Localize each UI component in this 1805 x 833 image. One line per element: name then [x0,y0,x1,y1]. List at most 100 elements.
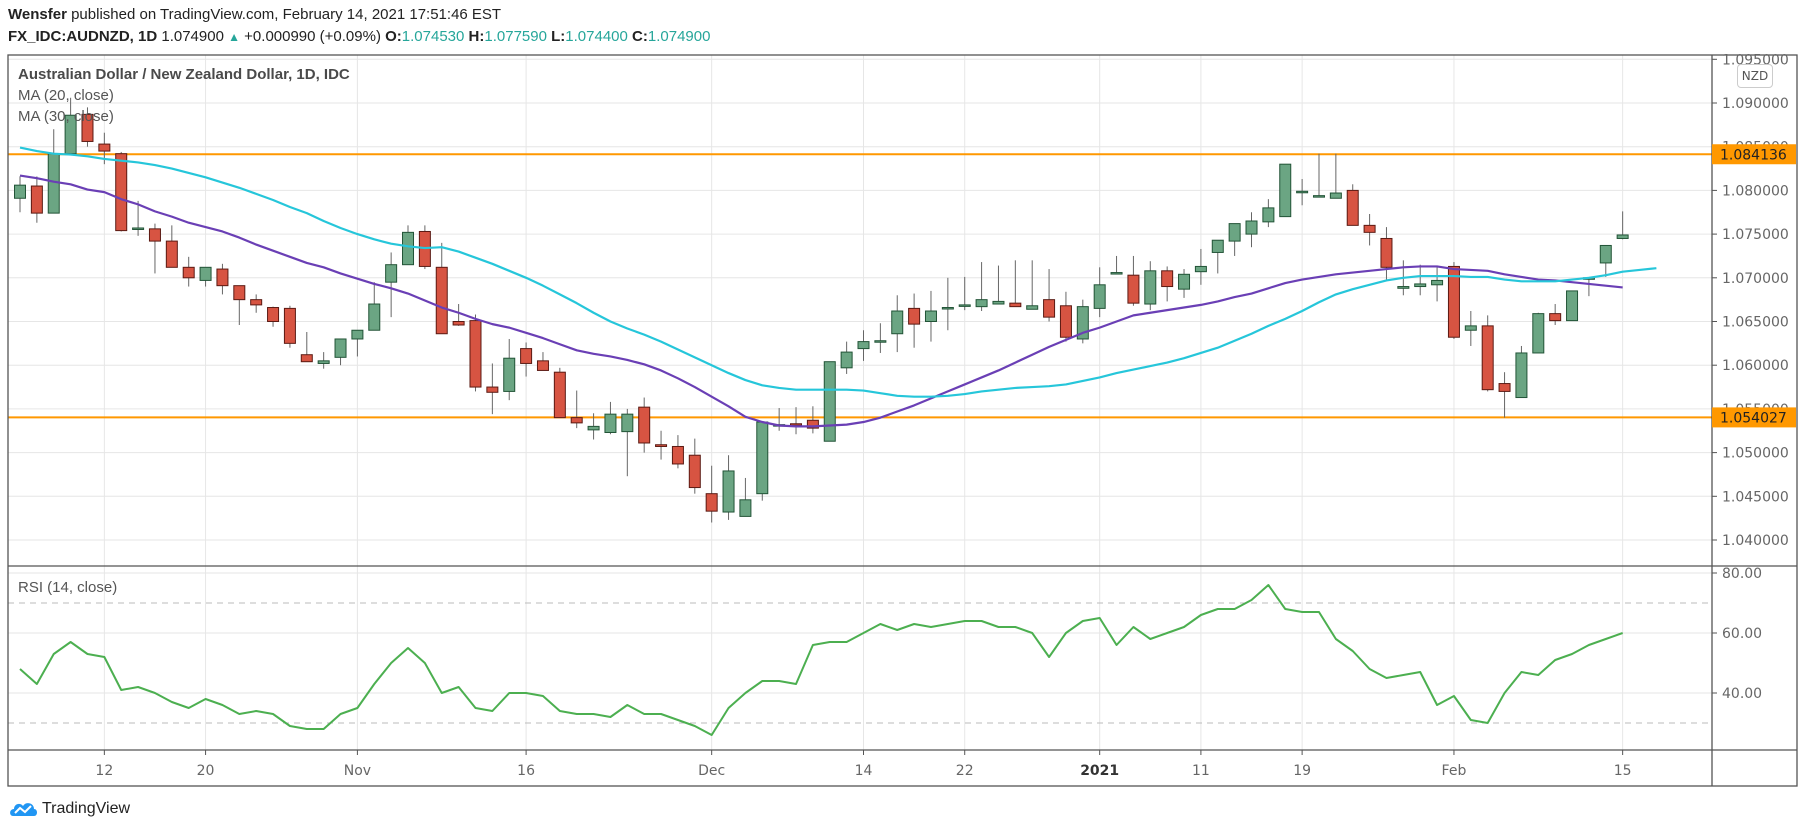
price-tick-label: 1.080000 [1722,183,1789,199]
candle [806,406,819,434]
candle [941,277,954,331]
candle [570,390,583,429]
candle-body [1245,220,1258,235]
candle-body [992,300,1005,305]
candle-body [1093,284,1106,309]
candle [216,263,229,295]
candle [30,176,43,223]
candle [722,455,735,520]
level-price-badge [1712,144,1796,165]
low-label: L: [551,28,566,45]
candle [182,256,195,287]
candle-body [975,299,988,308]
candle [1161,266,1174,302]
candle [402,225,415,266]
candle [1296,179,1309,206]
legend-ma20[interactable]: MA (20, close) [18,87,114,104]
candle-body [553,371,566,419]
candle [250,294,263,313]
time-axis[interactable]: 12 20 Nov 16 Dec 14 22 2021 11 19 Feb 15 [95,750,1632,779]
price-axis[interactable]: 1.0950001.0900001.0850001.0800001.075000… [1712,52,1796,549]
candle [317,352,330,369]
candle [452,304,465,326]
moving-averages [19,146,1657,428]
candle [115,151,128,232]
open-value: 1.074530 [401,28,465,45]
candle [1279,163,1292,218]
candle-body [941,307,954,310]
candle-body [722,470,735,513]
candle-body [1431,279,1444,286]
candle-body [1346,189,1359,226]
candle-body [1161,270,1174,288]
rsi-pane [8,584,1712,736]
candle-body [452,321,465,326]
candle [1076,299,1089,344]
candle-body [402,231,415,266]
candle-body [1009,302,1022,308]
candle-body [874,340,887,343]
candlestick-series [14,97,1629,523]
candle [1616,211,1629,240]
candle [47,129,60,214]
candle [1245,212,1258,248]
candle-body [1464,325,1477,331]
time-tick-label: 22 [956,763,974,779]
candle-body [823,361,836,442]
candle-body [182,266,195,279]
candle [1599,244,1612,277]
candle-body [486,386,499,393]
candle [604,401,617,435]
legend-ma30[interactable]: MA (30, close) [18,108,114,125]
grid-lines [8,55,1715,750]
candle [520,342,533,377]
candle [924,290,937,342]
candle-body [1329,192,1342,199]
candle [1043,269,1056,322]
price-tick-label: 1.040000 [1722,533,1789,549]
candle-body [924,310,937,322]
price-tick-label: 1.090000 [1722,96,1789,112]
candle-body [1312,195,1325,198]
legend-rsi[interactable]: RSI (14, close) [18,579,118,596]
time-tick-label: 14 [855,763,873,779]
tradingview-footer[interactable]: TradingView [10,800,130,818]
candle [705,465,718,523]
candle-body [503,357,516,392]
candle-body [351,329,364,340]
candle [1127,255,1140,306]
candle-body [47,153,60,214]
up-arrow-icon: ▲ [228,30,240,44]
candle-body [520,348,533,364]
candle [148,223,161,274]
candle [1481,315,1494,392]
symbol-info: FX_IDC:AUDNZD, 1D 1.074900 ▲ +0.000990 (… [8,28,710,45]
candle-body [1363,224,1376,233]
candle [267,306,280,327]
time-tick-label: 11 [1192,763,1210,779]
author-name[interactable]: Wensfer [8,6,67,23]
time-tick-label: Feb [1442,763,1467,779]
candle [435,242,448,335]
candle-body [1144,270,1157,305]
candle-body [81,113,94,142]
candle-body [368,303,381,331]
candle [1549,304,1562,325]
candle-body [1296,190,1309,194]
rsi-axis[interactable]: 80.00 60.00 40.00 [1712,566,1762,702]
candle [1262,199,1275,228]
price-tick-label: 1.050000 [1722,446,1789,462]
candle-body [283,307,296,344]
candle [14,176,26,213]
ma20-line [19,174,1623,428]
candle [975,262,988,312]
candle [1228,223,1241,256]
candle [790,407,803,435]
candle-body [688,454,701,489]
candle [1059,291,1072,342]
candle-body [1026,305,1039,310]
rsi-line [19,584,1623,736]
candle-body [1481,325,1494,391]
candle-body [1262,207,1275,223]
